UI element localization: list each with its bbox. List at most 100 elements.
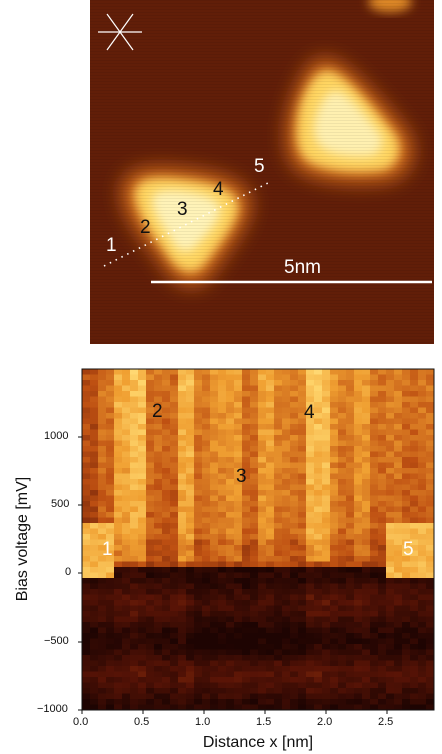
heatmap-cell: [186, 622, 195, 629]
heatmap-cell: [186, 583, 195, 590]
heatmap-cell: [146, 396, 155, 403]
heatmap-cell: [258, 523, 267, 530]
heatmap-cell: [202, 622, 211, 629]
heatmap-cell: [186, 517, 195, 524]
heatmap-cell: [402, 649, 411, 656]
heatmap-cell: [90, 517, 99, 524]
heatmap-cell: [242, 660, 251, 667]
heatmap-cell: [226, 385, 235, 392]
heatmap-cell: [82, 550, 91, 557]
heatmap-cell: [114, 578, 123, 585]
heatmap-cell: [130, 523, 139, 530]
heatmap-cell: [346, 396, 355, 403]
heatmap-cell: [250, 413, 259, 420]
heatmap-cell: [370, 495, 379, 502]
heatmap-cell: [234, 369, 243, 376]
heatmap-cell: [370, 369, 379, 376]
heatmap-cell: [194, 512, 203, 519]
heatmap-cell: [394, 699, 403, 706]
heatmap-cell: [218, 649, 227, 656]
heatmap-cell: [378, 413, 387, 420]
heatmap-cell: [114, 501, 123, 508]
heatmap-cell: [410, 666, 419, 673]
heatmap-cell: [122, 572, 131, 579]
heatmap-cell: [402, 501, 411, 508]
heatmap-cell: [154, 451, 163, 458]
heatmap-cell: [386, 616, 395, 623]
heatmap-cell: [370, 638, 379, 645]
heatmap-cell: [82, 611, 91, 618]
heatmap-cell: [218, 699, 227, 706]
heatmap-cell: [202, 451, 211, 458]
heatmap-cell: [178, 391, 187, 398]
heatmap-cell: [354, 446, 363, 453]
heatmap-cell: [306, 391, 315, 398]
heatmap-cell: [394, 512, 403, 519]
heatmap-cell: [162, 622, 171, 629]
heatmap-cell: [186, 704, 195, 710]
heatmap-cell: [218, 391, 227, 398]
heatmap-cell: [234, 484, 243, 491]
heatmap-cell: [138, 578, 147, 585]
heatmap-cell: [106, 649, 115, 656]
heatmap-cell: [410, 512, 419, 519]
heatmap-cell: [98, 561, 107, 568]
heatmap-cell: [234, 644, 243, 651]
heatmap-cell: [234, 699, 243, 706]
heatmap-cell: [122, 528, 131, 535]
heatmap-cell: [234, 589, 243, 596]
heatmap-cell: [202, 506, 211, 513]
heatmap-cell: [170, 484, 179, 491]
heatmap-cell: [114, 517, 123, 524]
heatmap-cell: [114, 622, 123, 629]
heatmap-cell: [282, 688, 291, 695]
heatmap-cell: [242, 479, 251, 486]
heatmap-cell: [98, 633, 107, 640]
heatmap-cell: [282, 374, 291, 381]
heatmap-cell: [234, 627, 243, 634]
heatmap-cell: [370, 693, 379, 700]
heatmap-cell: [210, 616, 219, 623]
heatmap-cell: [282, 589, 291, 596]
heatmap-cell: [218, 413, 227, 420]
heatmap-cell: [378, 479, 387, 486]
heatmap-cell: [426, 644, 434, 651]
heatmap-cell: [378, 633, 387, 640]
heatmap-cell: [322, 704, 331, 710]
point-label-3: 3: [177, 199, 188, 220]
heatmap-cell: [370, 413, 379, 420]
heatmap-cell: [82, 572, 91, 579]
heatmap-cell: [258, 479, 267, 486]
heatmap-cell: [314, 451, 323, 458]
heatmap-cell: [378, 424, 387, 431]
heatmap-cell: [130, 380, 139, 387]
heatmap-cell: [194, 451, 203, 458]
heatmap-cell: [154, 369, 163, 376]
heatmap-cell: [242, 369, 251, 376]
heatmap-cell: [146, 545, 155, 552]
heatmap-cell: [250, 451, 259, 458]
heatmap-cell: [282, 512, 291, 519]
heatmap-cell: [234, 506, 243, 513]
heatmap-cell: [322, 512, 331, 519]
heatmap-cell: [306, 479, 315, 486]
heatmap-cell: [114, 704, 123, 710]
heatmap-cell: [186, 545, 195, 552]
heatmap-cell: [202, 567, 211, 574]
heatmap-cell: [154, 374, 163, 381]
heatmap-cell: [394, 479, 403, 486]
heatmap-cell: [346, 429, 355, 436]
heatmap-cell: [354, 583, 363, 590]
heatmap-cell: [306, 501, 315, 508]
heatmap-cell: [322, 495, 331, 502]
heatmap-cell: [194, 627, 203, 634]
heatmap-cell: [82, 374, 91, 381]
heatmap-cell: [378, 374, 387, 381]
heatmap-cell: [242, 671, 251, 678]
heatmap-cell: [274, 556, 283, 563]
heatmap-cell: [346, 440, 355, 447]
heatmap-cell: [234, 655, 243, 662]
heatmap-cell: [370, 561, 379, 568]
heatmap-cell: [378, 501, 387, 508]
heatmap-cell: [250, 644, 259, 651]
